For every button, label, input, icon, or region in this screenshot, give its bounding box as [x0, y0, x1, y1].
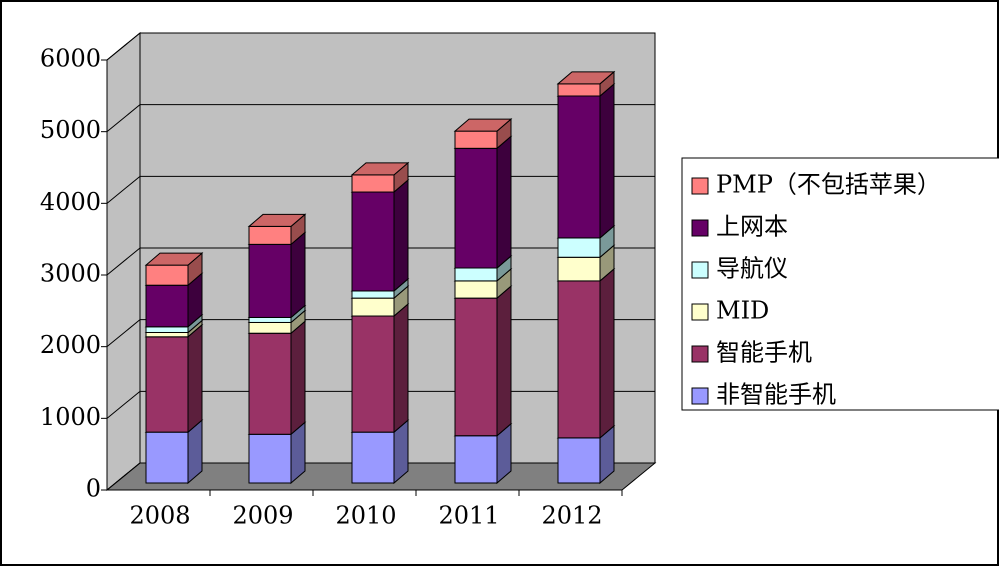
legend-label: 智能手机 — [716, 339, 812, 367]
legend-label: PMP（不包括苹果） — [716, 171, 941, 199]
bar-front — [248, 433, 292, 484]
bar — [453, 285, 513, 437]
x-tick-label: 2012 — [541, 502, 602, 530]
bar-front — [557, 237, 601, 258]
bar-side — [187, 323, 203, 434]
bar-front — [248, 225, 292, 245]
bar-top — [350, 162, 410, 176]
bar-front — [145, 332, 189, 338]
y-tick-label: 1000 — [40, 403, 101, 431]
bar-side — [290, 320, 306, 436]
bar-side — [393, 302, 409, 434]
bar-front — [351, 297, 395, 317]
legend-swatch — [691, 261, 709, 279]
bar-front — [454, 147, 498, 269]
bar-front — [248, 321, 292, 334]
y-tick-label: 0 — [86, 475, 101, 503]
x-tick-label: 2011 — [438, 502, 499, 530]
legend-box — [681, 157, 999, 411]
bar-front — [351, 431, 395, 484]
bar-side — [496, 285, 512, 437]
legend-label: 非智能手机 — [716, 381, 836, 409]
bar-front — [557, 95, 601, 239]
y-tick-label: 5000 — [40, 116, 101, 144]
legend-label: MID — [716, 297, 769, 325]
y-tick-label: 4000 — [40, 188, 101, 216]
bar — [350, 161, 410, 194]
x-tick-label: 2010 — [335, 502, 396, 530]
bar-front — [145, 326, 189, 333]
bar-front — [248, 316, 292, 323]
bar-front — [557, 256, 601, 282]
bar — [247, 320, 307, 436]
bar-side — [599, 267, 615, 439]
x-tick-label: 2009 — [232, 502, 293, 530]
bar-front — [454, 280, 498, 299]
x-tick-label: 2008 — [129, 502, 190, 530]
legend-swatch — [691, 387, 709, 405]
bar-front — [351, 290, 395, 299]
bar — [350, 302, 410, 434]
bar — [350, 178, 410, 293]
bar-front — [145, 284, 189, 328]
bar — [144, 252, 204, 287]
bar-front — [351, 315, 395, 433]
grid-line — [106, 104, 655, 133]
legend-swatch — [691, 177, 709, 195]
bar-top — [453, 118, 513, 132]
y-tick-label: 6000 — [40, 45, 101, 73]
bar-side — [599, 82, 615, 239]
legend-label: 导航仪 — [716, 255, 788, 283]
bar-side — [290, 231, 306, 319]
bar — [453, 135, 513, 270]
bar-front — [351, 174, 395, 193]
y-tick-label: 3000 — [40, 260, 101, 288]
bar-front — [557, 83, 601, 97]
bar-front — [454, 297, 498, 437]
legend-swatch — [691, 345, 709, 363]
bar — [556, 82, 616, 239]
bar-front — [351, 191, 395, 292]
bar-side — [496, 135, 512, 270]
bar-top — [144, 252, 204, 266]
bar-front — [145, 431, 189, 484]
bar — [247, 231, 307, 319]
bar-front — [145, 336, 189, 433]
legend-swatch — [691, 303, 709, 321]
bar-front — [454, 130, 498, 149]
bar-front — [454, 435, 498, 484]
bar — [247, 213, 307, 246]
bar-top — [556, 71, 616, 85]
bar-front — [454, 267, 498, 282]
bar — [556, 267, 616, 439]
bar-front — [248, 243, 292, 318]
bar — [453, 118, 513, 150]
y-tick-label: 2000 — [40, 331, 101, 359]
legend-label: 上网本 — [716, 213, 788, 241]
bar — [144, 323, 204, 434]
bar-side — [393, 178, 409, 293]
bar-front — [557, 437, 601, 484]
grid-line — [106, 32, 655, 61]
legend-swatch — [691, 219, 709, 237]
bar-front — [145, 264, 189, 286]
bar-top — [247, 213, 307, 227]
bar-front — [248, 332, 292, 435]
bar — [556, 70, 616, 98]
bar-front — [557, 280, 601, 439]
